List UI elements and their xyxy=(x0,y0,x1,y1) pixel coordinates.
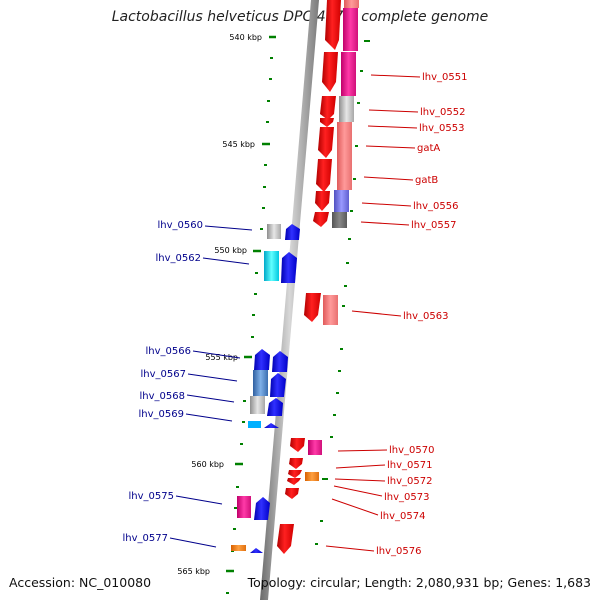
gene-label[interactable]: lhv_0557 xyxy=(411,220,456,231)
gene-label[interactable]: lhv_0568 xyxy=(140,391,185,402)
map-title: Lactobacillus helveticus DPC 4571, compl… xyxy=(111,9,489,25)
gene-label[interactable]: lhv_0575 xyxy=(129,491,174,502)
gene-label[interactable]: lhv_0574 xyxy=(380,511,425,522)
gene-label[interactable]: lhv_0566 xyxy=(146,346,191,357)
gene-label[interactable]: lhv_0571 xyxy=(387,460,432,471)
gene-arrow xyxy=(285,488,299,499)
gene-arrow xyxy=(304,293,321,322)
ruler-label: 565 kbp xyxy=(177,567,210,576)
accession-text: Accession: NC_010080 xyxy=(9,575,152,590)
gene-label[interactable]: lhv_0551 xyxy=(422,72,467,83)
gene-arrow xyxy=(313,212,329,227)
gene-arrow xyxy=(287,478,301,485)
gene-label[interactable]: gatB xyxy=(415,175,438,186)
gene-label[interactable]: lhv_0563 xyxy=(403,311,448,322)
genome-backbone xyxy=(260,0,319,600)
gene-arrow xyxy=(289,458,303,469)
gene-label[interactable]: lhv_0560 xyxy=(158,220,203,231)
genome-summary-text: Topology: circular; Length: 2,080,931 bp… xyxy=(247,575,591,590)
gene-arrow xyxy=(288,470,302,478)
gene-label[interactable]: lhv_0570 xyxy=(389,445,434,456)
gene-arrow xyxy=(290,438,305,452)
gene-arrow xyxy=(320,118,334,127)
gene-label[interactable]: lhv_0573 xyxy=(384,492,429,503)
gene-arrow xyxy=(270,373,286,397)
gene-label[interactable]: lhv_0552 xyxy=(420,107,465,118)
ruler-label: 560 kbp xyxy=(191,460,224,469)
gene-label[interactable]: lhv_0577 xyxy=(123,533,168,544)
gene-label[interactable]: lhv_0576 xyxy=(376,546,421,557)
gene-label[interactable]: gatA xyxy=(417,143,440,154)
gene-arrow xyxy=(315,191,330,211)
gene-arrow xyxy=(285,224,300,240)
right-leaders xyxy=(325,74,421,552)
gene-arrow xyxy=(281,252,297,283)
left-leaders xyxy=(169,225,253,548)
track-ticks xyxy=(315,40,370,545)
ruler-label: 555 kbp xyxy=(205,353,238,362)
gene-label[interactable]: lhv_0572 xyxy=(387,476,432,487)
ruler-ticks xyxy=(226,35,276,573)
gene-arrow xyxy=(272,351,288,372)
ruler-label: 545 kbp xyxy=(222,140,255,149)
gene-arrow xyxy=(322,52,338,92)
minus-strand-track xyxy=(231,224,300,553)
ruler-label: 540 kbp xyxy=(229,33,262,42)
plus-strand-track xyxy=(277,0,341,554)
gene-arrow xyxy=(254,497,270,520)
gene-arrow xyxy=(264,423,279,428)
gene-arrow xyxy=(316,159,332,192)
gene-label[interactable]: lhv_0562 xyxy=(156,253,201,264)
cog-track xyxy=(305,0,359,481)
gene-arrow xyxy=(267,398,283,416)
gene-label[interactable]: lhv_0553 xyxy=(419,123,464,134)
gene-label[interactable]: lhv_0556 xyxy=(413,201,458,212)
gene-arrow xyxy=(250,548,263,553)
gene-label[interactable]: lhv_0569 xyxy=(139,409,184,420)
gene-arrow xyxy=(325,0,341,50)
gene-arrow xyxy=(254,349,270,370)
gene-label[interactable]: lhv_0567 xyxy=(141,369,186,380)
gene-arrow xyxy=(320,96,336,120)
gene-arrow xyxy=(277,524,294,554)
gene-arrow xyxy=(318,127,334,158)
ruler-label: 550 kbp xyxy=(214,246,247,255)
